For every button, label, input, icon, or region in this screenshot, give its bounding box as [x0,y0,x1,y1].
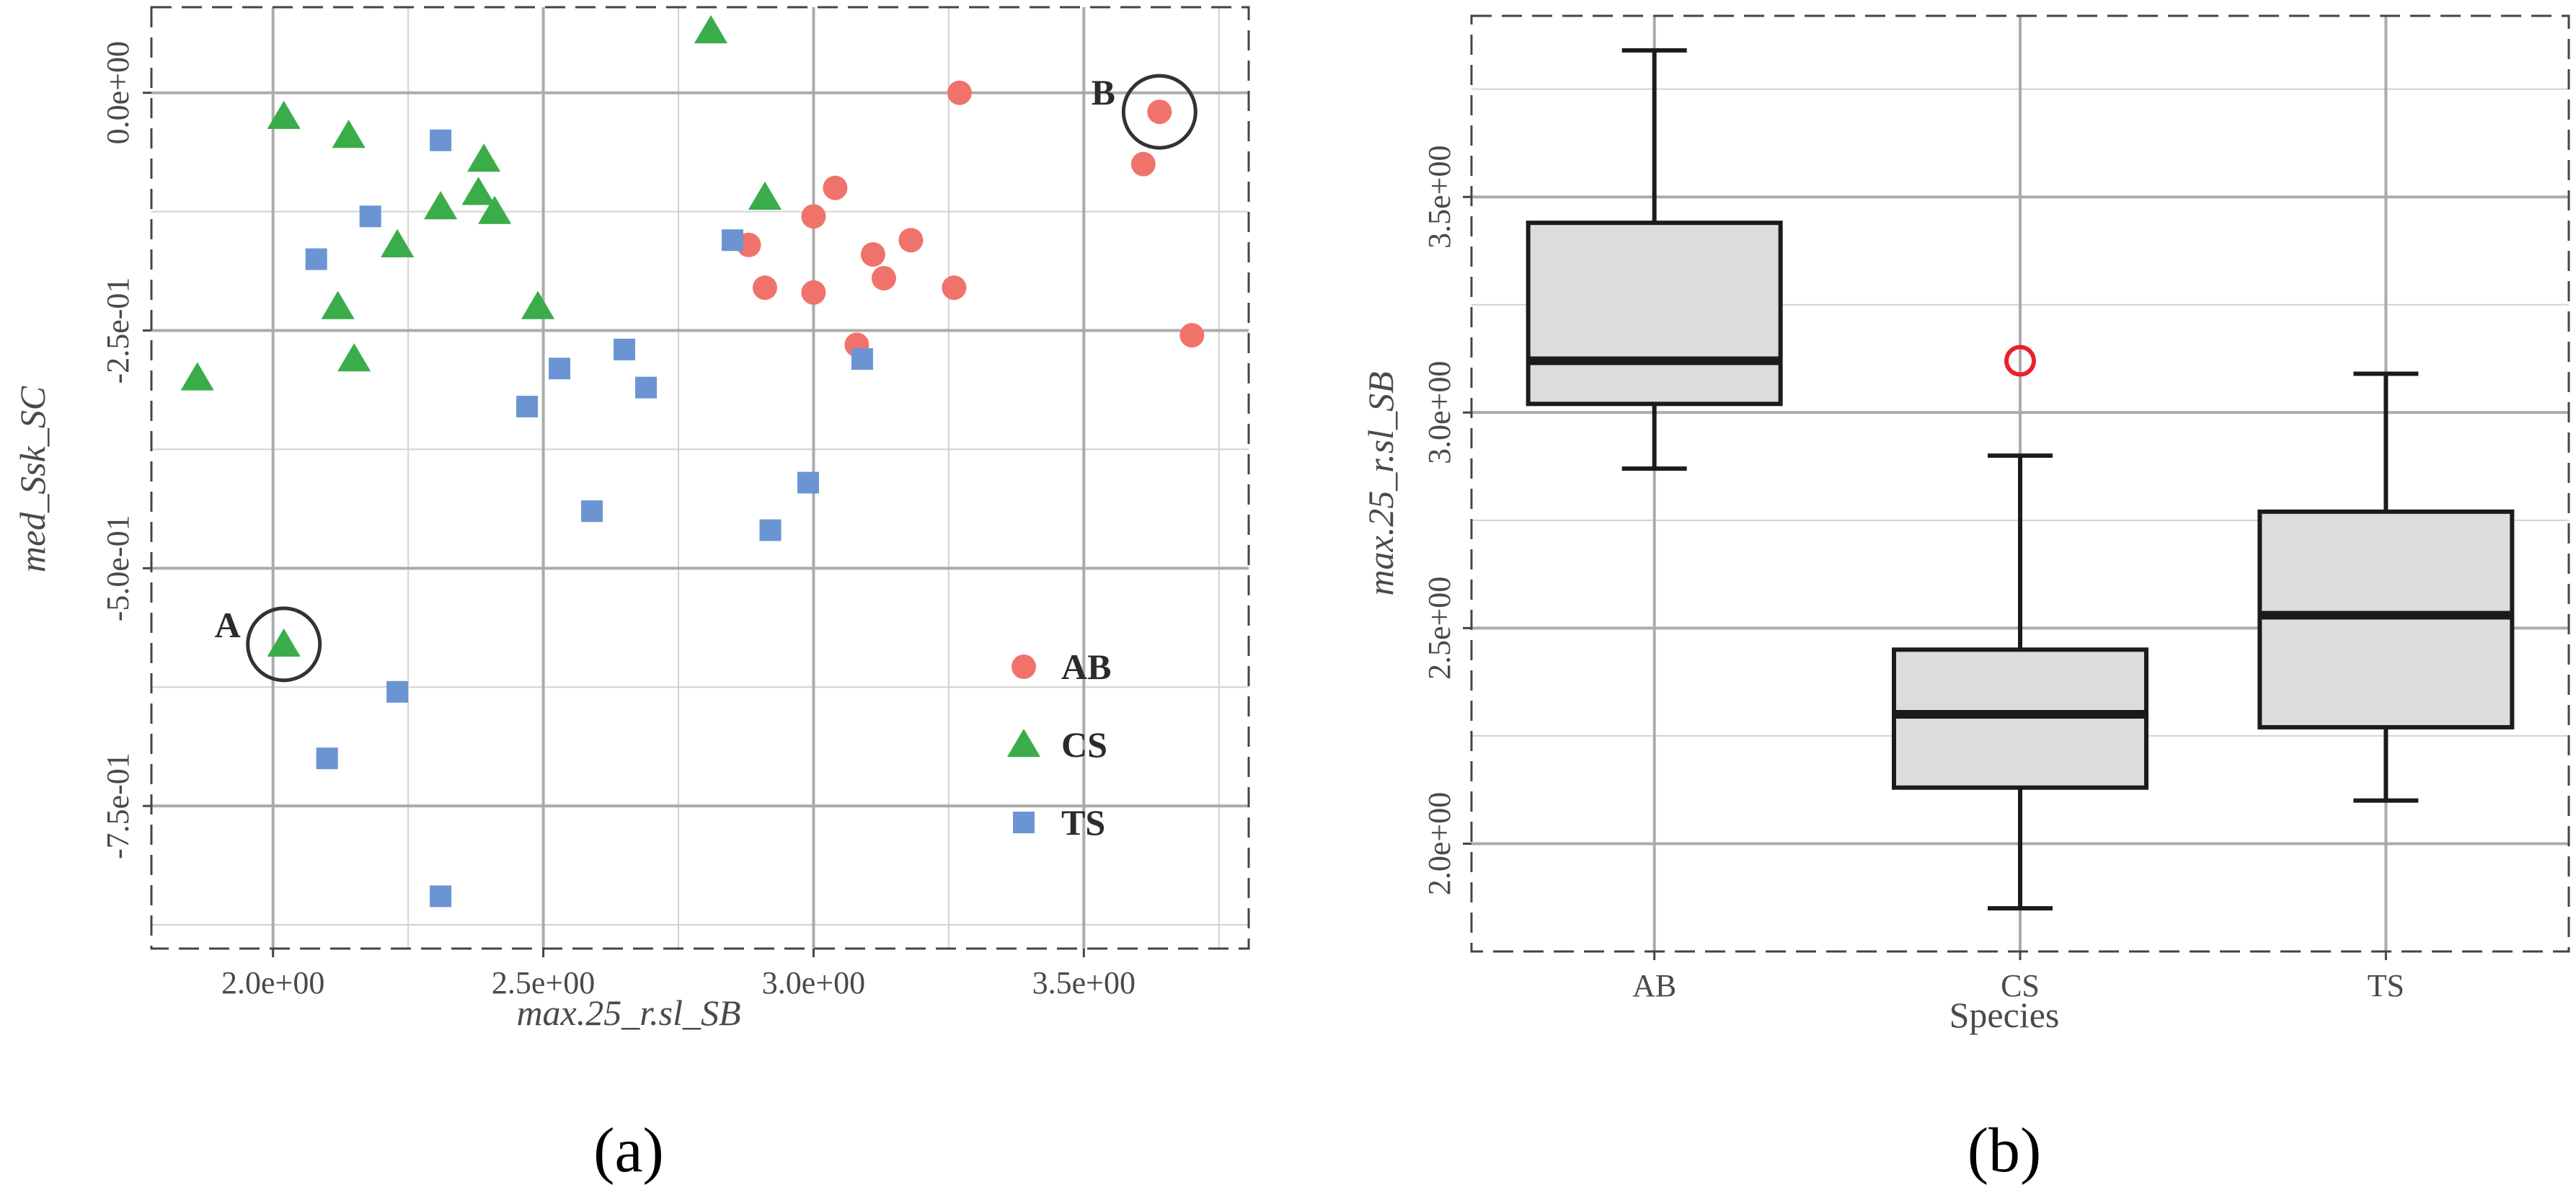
scatter-point-ab [1179,323,1205,348]
panel-a-caption: (a) [593,1116,664,1185]
scatter-point-cs [424,191,458,220]
scatter-point-ts [430,129,452,151]
scatter-x-tick-label: 2.0e+00 [221,965,324,1000]
scatter-plot-area [151,7,1249,949]
annotation-label-a: A [215,605,241,645]
boxplot-x-tick-label: CS [2001,968,2040,1003]
scatter-x-tick-label: 3.5e+00 [1032,965,1136,1000]
scatter-point-cs [477,195,512,224]
box-iqr-ab [1526,221,1783,407]
boxplot-x-axis-label: Species [1949,995,2060,1035]
scatter-point-cs [521,290,555,319]
scatter-point-ab [801,204,826,229]
scatter-point-ts [316,747,338,770]
scatter-point-cs [267,100,301,129]
boxplot-panel: AB CS TS 2.0e+00 2.5e+00 3.0e+00 3.5e+00 Spec… [1360,14,2570,1185]
scatter-point-ts [386,680,409,703]
scatter-x-ticks: 2.0e+00 2.5e+00 3.0e+00 3.5e+00 [221,949,1136,1000]
scatter-panel: AB 2.0e+00 2.5e+00 3.0e+00 3.5e+00 0.0e+00-… [12,6,1250,1185]
scatter-point-ts [516,396,539,418]
scatter-y-tick-label: -2.5e-01 [100,278,136,384]
legend-key-cs [1006,729,1041,758]
boxplot-boxes [1526,48,2515,911]
boxplot-y-tick-label: 2.5e+00 [1422,577,1457,680]
scatter-point-ts [549,358,571,380]
boxplot-y-tick-label: 2.0e+00 [1422,792,1457,895]
scatter-frame [150,6,1250,950]
scatter-point-cs [694,14,728,44]
scatter-y-ticks: 0.0e+00 -2.5e-01 -5.0e-01 -7.5e-01 [100,41,151,859]
annotation-circle-b [1121,74,1198,150]
scatter-point-ts [635,376,658,399]
scatter-legend: AB CS TS [1006,647,1111,843]
legend-label-ab: AB [1061,647,1111,687]
boxplot-x-ticks: AB CS TS [1632,951,2404,1003]
scatter-point-ts [614,338,636,360]
scatter-point-cs [461,177,495,205]
scatter-point-ab [860,241,885,267]
scatter-point-cs [466,143,501,172]
annotation-label-b: B [1092,72,1115,112]
scatter-x-tick-label: 3.0e+00 [762,965,865,1000]
scatter-point-cs [180,362,214,391]
box-ts [2257,371,2515,803]
scatter-annotations: AB [215,72,1198,683]
scatter-y-tick-label: 0.0e+00 [100,41,136,144]
legend-key-ab [1012,654,1036,679]
scatter-point-ab [947,80,972,105]
scatter-points [180,14,1205,907]
scatter-point-ts [430,885,452,907]
box-cs [1892,345,2148,911]
legend-label-ts: TS [1061,802,1105,843]
scatter-y-axis-label: med_Ssk_SC [12,386,53,572]
scatter-point-ab [942,275,967,301]
scatter-point-cs [267,628,301,657]
legend-key-ts [1013,812,1035,833]
boxplot-x-tick-label: AB [1632,968,1676,1003]
scatter-point-ab [1130,151,1156,177]
box-ab [1526,48,1783,471]
legend-label-cs: CS [1061,724,1107,765]
box-outlier-cs [2004,345,2036,377]
scatter-point-cs [381,228,415,257]
scatter-point-cs [337,343,371,372]
scatter-point-ts [797,471,819,494]
annotation-circle-a [246,606,322,683]
boxplot-y-ticks: 2.0e+00 2.5e+00 3.0e+00 3.5e+00 [1422,146,1471,895]
boxplot-y-axis-label: max.25_r.sl_SB [1360,371,1401,595]
scatter-point-cs [332,120,366,148]
scatter-x-axis-label: max.25_r.sl_SB [516,993,740,1033]
scatter-point-cs [748,181,782,210]
scatter-point-ts [851,348,873,370]
scatter-point-cs [321,290,355,319]
scatter-point-ab [898,228,924,253]
scatter-point-ab [1147,99,1172,125]
scatter-point-ts [581,500,603,523]
scatter-point-ts [359,205,381,228]
scatter-point-ab [752,275,777,301]
scatter-point-ab [871,265,896,290]
scatter-point-ts [759,519,782,541]
scatter-point-ab [823,175,848,200]
scatter-y-tick-label: -7.5e-01 [100,753,136,859]
boxplot-y-tick-label: 3.0e+00 [1422,361,1457,464]
boxplot-y-tick-label: 3.5e+00 [1422,146,1457,249]
scatter-y-tick-label: -5.0e-01 [100,515,136,621]
scatter-point-ts [305,248,327,270]
boxplot-x-tick-label: TS [2368,968,2404,1003]
scatter-point-ts [721,229,743,252]
scatter-x-tick-label: 2.5e+00 [492,965,595,1000]
scatter-point-ab [801,280,826,305]
panel-b-caption: (b) [1968,1116,2042,1185]
